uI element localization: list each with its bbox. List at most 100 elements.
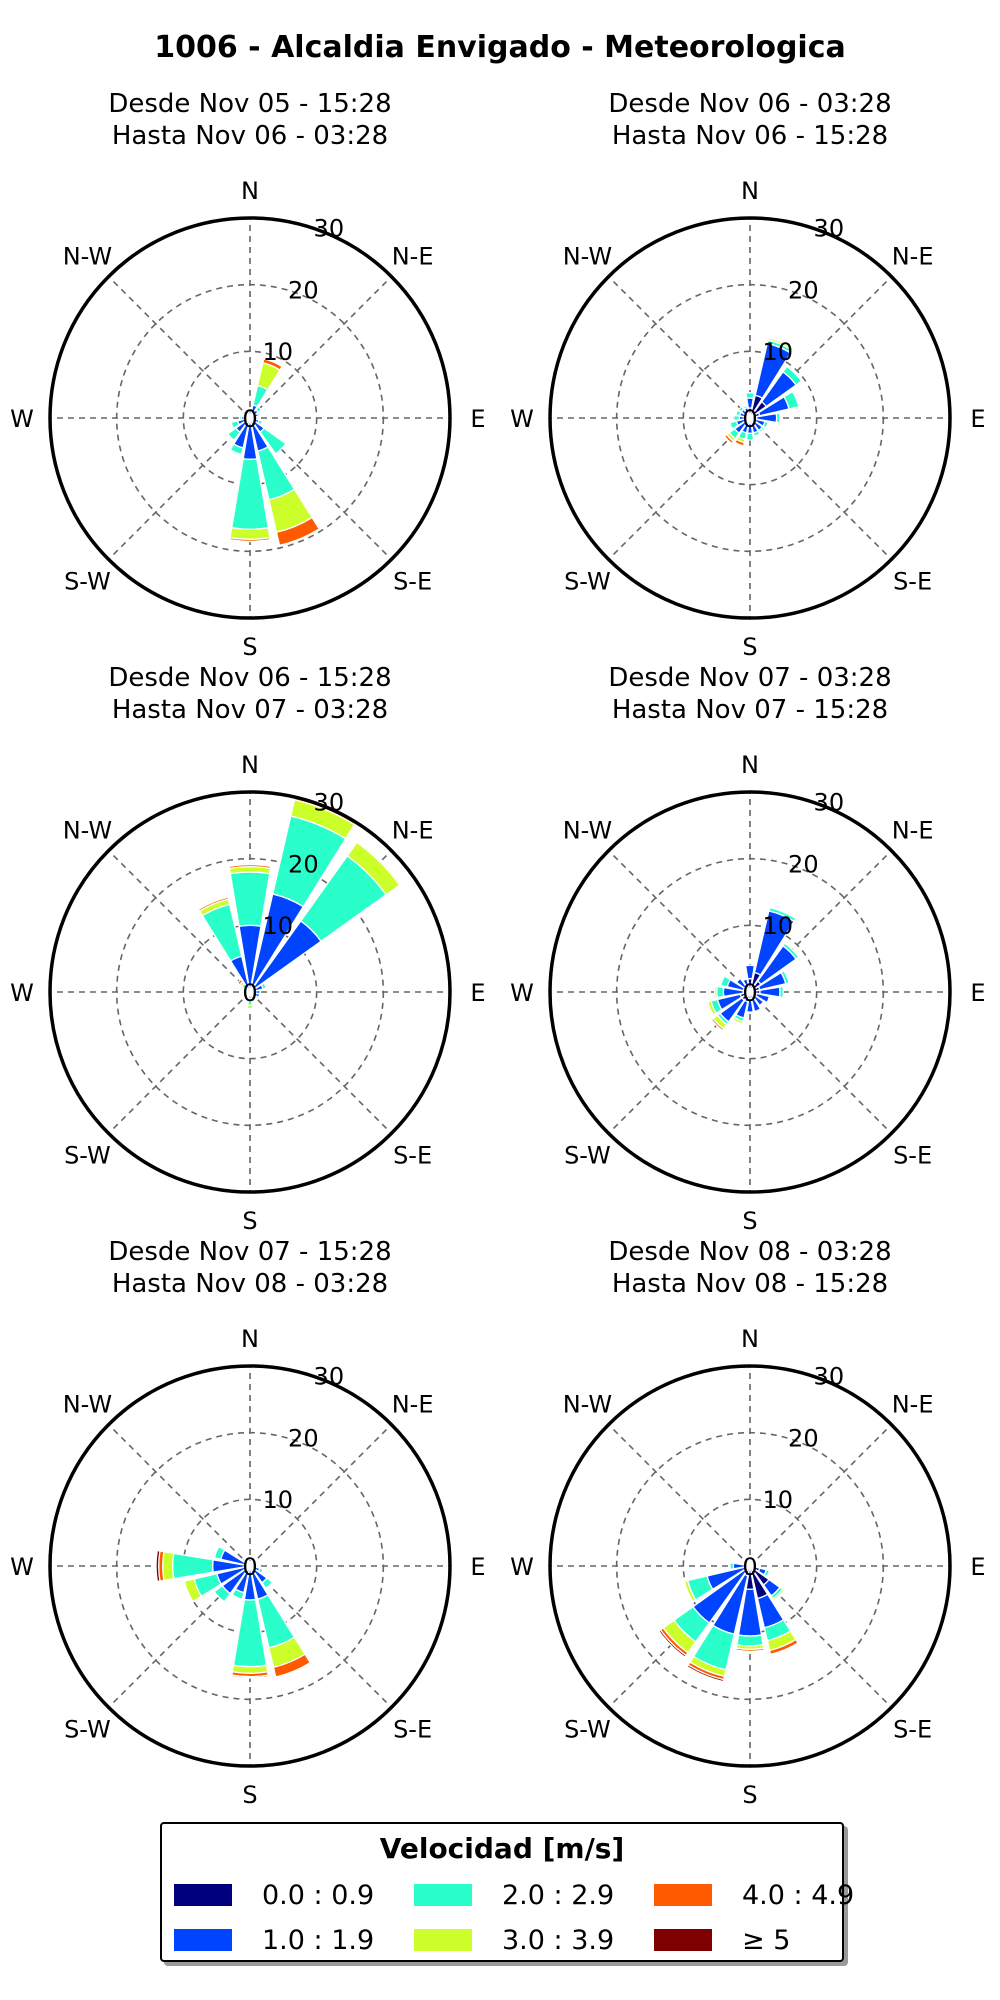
wind-wedge [240,1556,247,1563]
wind-wedge [226,427,241,442]
wind-wedge [729,1561,735,1571]
wind-wedge [744,964,756,980]
direction-label: N-E [392,242,434,270]
windrose-chart: 0 10 20 30 N N-E E S-E S S-W W N-W [10,751,485,1232]
wind-wedge [782,365,803,386]
wind-wedge [254,405,263,414]
direction-label: S-E [893,1142,932,1170]
wind-wedge [752,430,761,437]
radial-tick-label: 20 [288,850,319,878]
radial-tick-label: 30 [814,789,845,817]
radial-tick-label: 10 [263,338,294,366]
radial-tick-label: 10 [263,912,294,940]
outer-ring [48,790,452,1194]
panel-title-from: Desde Nov 06 - 15:28 [108,663,392,693]
direction-label: S [242,633,257,658]
wind-wedge [742,978,750,988]
direction-label: S-E [393,568,432,596]
windrose-chart: 0 10 20 30 N N-E E S-E S S-W W N-W [10,177,485,658]
direction-label: S-W [564,1716,611,1744]
wind-wedge [246,1004,254,1010]
wind-wedge [236,978,244,986]
wind-wedge [767,337,795,352]
wind-wedge [716,985,725,999]
direction-label: W [510,405,534,433]
wind-wedge [746,1561,751,1566]
outer-ring [548,1364,952,1768]
legend-label: 3.0 : 3.9 [502,1925,615,1956]
wind-wedge [257,419,264,426]
windrose-chart: 0 10 20 30 N N-E E S-E S S-W W N-W [510,751,985,1232]
wind-wedge [683,1579,697,1603]
direction-label: W [10,1553,34,1581]
wind-wedge [758,1000,766,1008]
windrose-chart: 0 10 20 30 N N-E E S-E S S-W W N-W [510,1325,985,1806]
direction-label: N [741,1325,759,1353]
direction-label: S-W [64,568,111,596]
direction-label: S-E [393,1142,432,1170]
wind-wedge [244,408,251,417]
grid-spoke [249,1565,392,1708]
wind-wedge [745,432,755,441]
direction-label: W [510,1553,534,1581]
grid-spoke [108,850,251,993]
grid-spoke [749,991,892,1134]
grid-spoke [608,276,751,419]
direction-label: S-W [564,1142,611,1170]
wind-wedge [231,1588,245,1600]
radial-tick-label: 0 [742,405,757,433]
wind-wedge [731,1018,744,1026]
wind-wedge [686,1664,725,1683]
wind-wedge [763,1568,771,1578]
wind-wedge [229,536,271,542]
wind-wedge [183,1578,203,1603]
radial-tick-label: 30 [314,789,345,817]
wind-wedge [733,438,746,447]
wind-wedge [727,421,734,431]
direction-label: W [10,979,34,1007]
panel-title-to: Hasta Nov 06 - 03:28 [111,121,389,151]
wind-wedge [742,404,749,410]
direction-label: N-W [563,242,612,270]
legend-swatch [414,1884,472,1906]
wind-wedge [246,1560,251,1565]
wind-wedge [735,1647,765,1652]
direction-label: N-E [892,242,934,270]
legend-label: 1.0 : 1.9 [262,1925,375,1956]
wind-wedge [356,840,402,886]
wind-wedge [155,1549,161,1583]
direction-label: W [10,405,34,433]
wind-wedge [257,1567,264,1574]
direction-label: E [470,405,485,433]
wind-wedge [782,942,800,960]
wind-wedge [768,1638,799,1656]
panel-title-from: Desde Nov 07 - 03:28 [608,663,892,693]
grid-spoke [608,417,751,560]
wind-wedge [229,443,244,456]
wind-wedge [758,426,766,434]
panel-title-from: Desde Nov 07 - 15:28 [108,1237,392,1267]
radial-tick-label: 30 [814,215,845,243]
radial-tick-label: 20 [788,276,819,304]
panel-title-to: Hasta Nov 07 - 15:28 [611,695,889,725]
wind-wedge [768,906,797,923]
wind-wedge [723,433,735,445]
wind-wedge [259,427,287,455]
windrose-panel: Desde Nov 07 - 03:28 Hasta Nov 07 - 15:28… [500,662,1000,1232]
grid-spoke [108,991,251,1134]
wind-wedge [778,985,784,999]
panel-title-to: Hasta Nov 06 - 15:28 [611,121,889,151]
wind-wedge [251,991,261,999]
wind-wedge [162,1550,175,1582]
direction-label: S [742,633,757,658]
outer-ring [48,1364,452,1768]
wind-wedge [719,975,732,988]
radial-tick-label: 0 [242,1553,257,1581]
wind-wedge [762,420,769,429]
direction-label: S [742,1207,757,1232]
wind-wedge [733,414,741,422]
legend-swatch [174,1884,232,1906]
windrose-panel: Desde Nov 05 - 15:28 Hasta Nov 06 - 03:28… [0,88,500,658]
grid-spoke [249,1424,392,1567]
direction-label: N-W [63,1390,112,1418]
